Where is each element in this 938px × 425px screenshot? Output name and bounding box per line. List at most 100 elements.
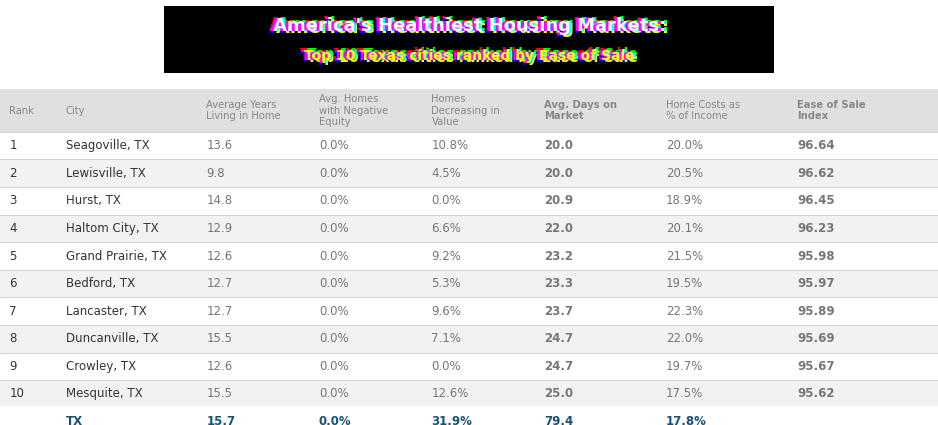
Text: 96.64: 96.64 xyxy=(797,139,835,152)
Text: 8: 8 xyxy=(9,332,17,345)
Text: 23.2: 23.2 xyxy=(544,249,573,263)
Text: 0.0%: 0.0% xyxy=(319,388,349,400)
Text: 12.7: 12.7 xyxy=(206,277,233,290)
Text: 7: 7 xyxy=(9,305,17,318)
Text: America's Healthiest Housing Markets:: America's Healthiest Housing Markets: xyxy=(270,17,662,35)
FancyBboxPatch shape xyxy=(0,325,938,353)
Text: Lancaster, TX: Lancaster, TX xyxy=(66,305,146,318)
FancyBboxPatch shape xyxy=(0,89,938,132)
Text: 95.69: 95.69 xyxy=(797,332,835,345)
Text: 6: 6 xyxy=(9,277,17,290)
Text: Average Years
Living in Home: Average Years Living in Home xyxy=(206,100,281,122)
Text: Avg. Homes
with Negative
Equity: Avg. Homes with Negative Equity xyxy=(319,94,388,127)
Text: 0.0%: 0.0% xyxy=(319,415,352,425)
Text: 19.7%: 19.7% xyxy=(666,360,704,373)
FancyBboxPatch shape xyxy=(0,408,938,425)
FancyBboxPatch shape xyxy=(0,298,938,325)
Text: Grand Prairie, TX: Grand Prairie, TX xyxy=(66,249,167,263)
FancyBboxPatch shape xyxy=(0,159,938,187)
Text: 21.5%: 21.5% xyxy=(666,249,704,263)
Text: America's Healthiest Housing Markets:: America's Healthiest Housing Markets: xyxy=(276,17,668,35)
Text: Avg. Days on
Market: Avg. Days on Market xyxy=(544,100,617,122)
Text: Top 10 Texas cities ranked by Ease of Sale: Top 10 Texas cities ranked by Ease of Sa… xyxy=(301,49,631,63)
Text: 0.0%: 0.0% xyxy=(431,360,461,373)
Text: 20.5%: 20.5% xyxy=(666,167,704,180)
Text: Mesquite, TX: Mesquite, TX xyxy=(66,388,143,400)
Text: 9.2%: 9.2% xyxy=(431,249,461,263)
Text: 0.0%: 0.0% xyxy=(319,249,349,263)
Text: 23.3: 23.3 xyxy=(544,277,573,290)
Text: 9.8: 9.8 xyxy=(206,167,225,180)
Text: 0.0%: 0.0% xyxy=(319,139,349,152)
Text: 22.3%: 22.3% xyxy=(666,305,704,318)
Text: Duncanville, TX: Duncanville, TX xyxy=(66,332,158,345)
Text: Rank: Rank xyxy=(9,105,35,116)
Text: TX: TX xyxy=(66,415,83,425)
Text: Homes
Decreasing in
Value: Homes Decreasing in Value xyxy=(431,94,500,127)
Text: 17.8%: 17.8% xyxy=(666,415,707,425)
Text: Top 10 Texas cities ranked by Ease of Sale: Top 10 Texas cities ranked by Ease of Sa… xyxy=(308,51,638,65)
Text: 25.0: 25.0 xyxy=(544,388,573,400)
Text: Bedford, TX: Bedford, TX xyxy=(66,277,135,290)
Text: 22.0: 22.0 xyxy=(544,222,573,235)
FancyBboxPatch shape xyxy=(0,380,938,408)
Text: 96.62: 96.62 xyxy=(797,167,835,180)
Text: 0.0%: 0.0% xyxy=(319,222,349,235)
Text: 95.97: 95.97 xyxy=(797,277,835,290)
Text: 95.98: 95.98 xyxy=(797,249,835,263)
Text: America's Healthiest Housing Markets:: America's Healthiest Housing Markets: xyxy=(277,19,669,37)
Text: 5: 5 xyxy=(9,249,17,263)
Text: 12.6%: 12.6% xyxy=(431,388,469,400)
Text: 1: 1 xyxy=(9,139,17,152)
Text: Crowley, TX: Crowley, TX xyxy=(66,360,136,373)
Text: 0.0%: 0.0% xyxy=(319,360,349,373)
Text: 4.5%: 4.5% xyxy=(431,167,461,180)
Text: 0.0%: 0.0% xyxy=(319,167,349,180)
Text: 10: 10 xyxy=(9,388,24,400)
Text: 12.9: 12.9 xyxy=(206,222,233,235)
Text: Ease of Sale
Index: Ease of Sale Index xyxy=(797,100,866,122)
Text: 4: 4 xyxy=(9,222,17,235)
Text: 17.5%: 17.5% xyxy=(666,388,704,400)
Text: 13.6: 13.6 xyxy=(206,139,233,152)
Text: 20.1%: 20.1% xyxy=(666,222,704,235)
Text: 95.62: 95.62 xyxy=(797,388,835,400)
Text: America's Healthiest Housing Markets:: America's Healthiest Housing Markets: xyxy=(277,16,669,34)
Text: Top 10 Texas cities ranked by Ease of Sale: Top 10 Texas cities ranked by Ease of Sa… xyxy=(300,51,630,65)
Text: America's Healthiest Housing Markets:: America's Healthiest Housing Markets: xyxy=(269,16,661,34)
Text: 95.89: 95.89 xyxy=(797,305,835,318)
Text: 22.0%: 22.0% xyxy=(666,332,704,345)
FancyBboxPatch shape xyxy=(0,187,938,215)
Text: 7.1%: 7.1% xyxy=(431,332,461,345)
Text: 12.7: 12.7 xyxy=(206,305,233,318)
Text: 0.0%: 0.0% xyxy=(319,305,349,318)
Text: 10.8%: 10.8% xyxy=(431,139,469,152)
Text: 15.5: 15.5 xyxy=(206,388,233,400)
Text: 95.67: 95.67 xyxy=(797,360,835,373)
Text: 12.6: 12.6 xyxy=(206,360,233,373)
Text: 9: 9 xyxy=(9,360,17,373)
Text: 15.5: 15.5 xyxy=(206,332,233,345)
Text: 31.9%: 31.9% xyxy=(431,415,473,425)
Text: 14.8: 14.8 xyxy=(206,194,233,207)
Text: Home Costs as
% of Income: Home Costs as % of Income xyxy=(666,100,740,122)
FancyBboxPatch shape xyxy=(0,242,938,270)
Text: Top 10 Texas cities ranked by Ease of Sale: Top 10 Texas cities ranked by Ease of Sa… xyxy=(308,47,638,61)
Text: 0.0%: 0.0% xyxy=(319,194,349,207)
Text: 18.9%: 18.9% xyxy=(666,194,704,207)
Text: 24.7: 24.7 xyxy=(544,360,573,373)
Text: America's Healthiest Housing Markets:: America's Healthiest Housing Markets: xyxy=(269,19,661,37)
FancyBboxPatch shape xyxy=(0,270,938,298)
Text: City: City xyxy=(66,105,85,116)
Text: 96.45: 96.45 xyxy=(797,194,835,207)
Text: America's Healthiest Housing Markets:: America's Healthiest Housing Markets: xyxy=(273,17,665,35)
Text: 9.6%: 9.6% xyxy=(431,305,461,318)
Text: 2: 2 xyxy=(9,167,17,180)
Text: 12.6: 12.6 xyxy=(206,249,233,263)
Text: Seagoville, TX: Seagoville, TX xyxy=(66,139,149,152)
Text: Hurst, TX: Hurst, TX xyxy=(66,194,121,207)
Text: 0.0%: 0.0% xyxy=(431,194,461,207)
Text: 23.7: 23.7 xyxy=(544,305,573,318)
Text: Top 10 Texas cities ranked by Ease of Sale: Top 10 Texas cities ranked by Ease of Sa… xyxy=(300,47,630,61)
Text: 0.0%: 0.0% xyxy=(319,332,349,345)
